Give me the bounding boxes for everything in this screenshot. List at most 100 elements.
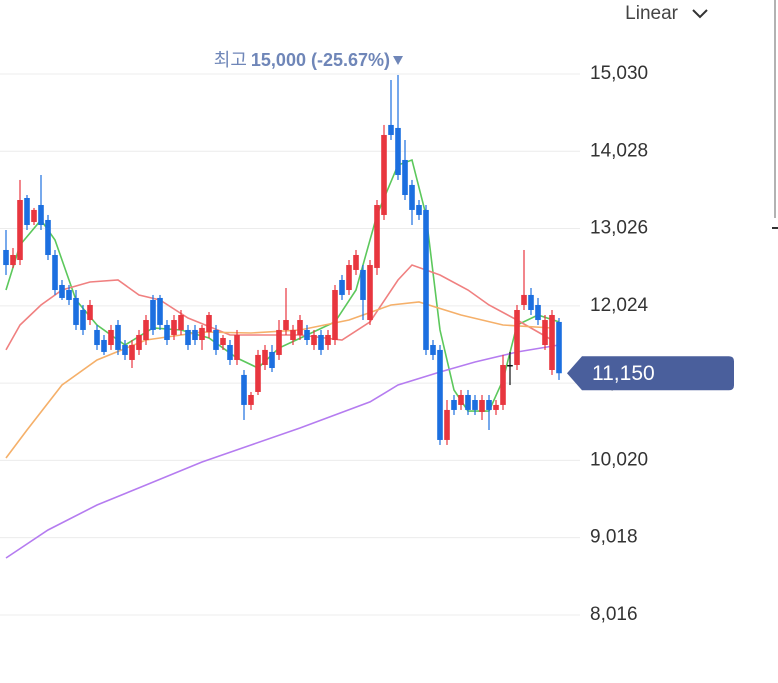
candle-body [521, 294, 527, 305]
candle-body [255, 354, 261, 392]
candle-body [206, 315, 212, 332]
candle-body [514, 309, 520, 365]
candle-body [458, 394, 464, 405]
candle-body [171, 320, 177, 335]
candle-body [472, 400, 478, 410]
candle-body [59, 285, 65, 298]
candle-body [31, 209, 37, 222]
candle-body [437, 349, 443, 440]
candle-body [374, 205, 380, 268]
candle-body [269, 351, 275, 368]
candle-body [213, 329, 219, 350]
y-tick-label: 15,030 [590, 63, 648, 84]
chevron[interactable] [692, 9, 708, 19]
candle-body [136, 334, 142, 350]
candle-body [486, 400, 492, 410]
candle-body [353, 254, 359, 270]
candle-body [528, 294, 534, 310]
moving-average [5, 301, 553, 459]
candle-body [430, 345, 436, 355]
candle-body [500, 364, 506, 405]
scale-selector[interactable]: Linear [625, 3, 678, 24]
moving-average [5, 344, 560, 559]
candle-body [493, 404, 499, 410]
candle-body [409, 184, 415, 210]
candles [3, 74, 562, 445]
candle-body [276, 329, 282, 355]
candle-body [220, 337, 226, 346]
candle-body [73, 297, 79, 325]
candle-body [283, 320, 289, 330]
candle-body [542, 320, 548, 346]
candle-body [3, 249, 9, 266]
candle-body [479, 400, 485, 412]
candle-body [549, 315, 555, 371]
price-label: 11,150 [592, 362, 655, 385]
candle-body [507, 364, 513, 367]
candle-body [87, 304, 93, 321]
candle-body [444, 409, 450, 440]
candle-body [108, 329, 114, 346]
candle-body [556, 321, 562, 374]
candle-body [122, 345, 128, 355]
candle-body [395, 127, 401, 176]
candle-body [297, 320, 303, 335]
max-annotation: 최고 15,000 (-25.67%) [214, 50, 390, 70]
current-price: 11,150 [567, 356, 734, 391]
candle-body [465, 394, 471, 410]
candle-body [143, 320, 149, 340]
candle-body [325, 334, 331, 346]
y-tick-label: 12,024 [590, 295, 649, 316]
candle-body [388, 124, 394, 135]
candle-body [185, 329, 191, 346]
candle-body [346, 265, 352, 291]
annotation-value: 15,000 (-25.67%) [251, 50, 390, 70]
y-tick-label: 8,016 [590, 604, 638, 625]
candle-body [332, 290, 338, 340]
candle-body [381, 134, 387, 215]
candle-body [423, 209, 429, 350]
candle-body [199, 327, 205, 340]
candle-body [451, 400, 457, 410]
y-tick-label: 9,018 [590, 527, 638, 548]
candle-body [52, 254, 58, 291]
annotation-prefix: 최고 [214, 50, 247, 70]
candle-body [38, 205, 44, 225]
candle-body [164, 324, 170, 340]
annotation-marker [393, 55, 403, 65]
moving-average [5, 264, 553, 351]
candle-body [66, 290, 72, 300]
candle-body [24, 197, 30, 225]
y-tick-label: 14,028 [590, 140, 648, 161]
candle-body [157, 297, 163, 325]
candle-body [234, 334, 240, 360]
y-axis: 8,0169,01810,02011,02212,02413,02614,028… [590, 63, 649, 625]
candle-body [129, 345, 135, 360]
candle-body [339, 279, 345, 295]
moving-averages [5, 158, 560, 559]
candle-body [367, 265, 373, 321]
y-tick-label: 13,026 [590, 218, 648, 239]
candle-body [80, 309, 86, 330]
candle-body [192, 329, 198, 340]
candle-body [45, 219, 51, 255]
candle-body [178, 315, 184, 330]
candle-body [10, 254, 16, 266]
candle-body [227, 345, 233, 360]
candle-body [150, 299, 156, 330]
candle-body [94, 329, 100, 346]
candle-body [304, 329, 310, 340]
grid [0, 73, 580, 616]
candle-body [290, 329, 296, 340]
candle-body [318, 334, 324, 350]
y-tick-label: 10,020 [590, 449, 648, 470]
candle-body [115, 324, 121, 350]
candle-body [535, 304, 541, 321]
candle-body [402, 159, 408, 195]
candle-body [17, 200, 23, 261]
candle-body [262, 349, 268, 365]
moving-average [5, 158, 560, 412]
candle-body [416, 205, 422, 215]
